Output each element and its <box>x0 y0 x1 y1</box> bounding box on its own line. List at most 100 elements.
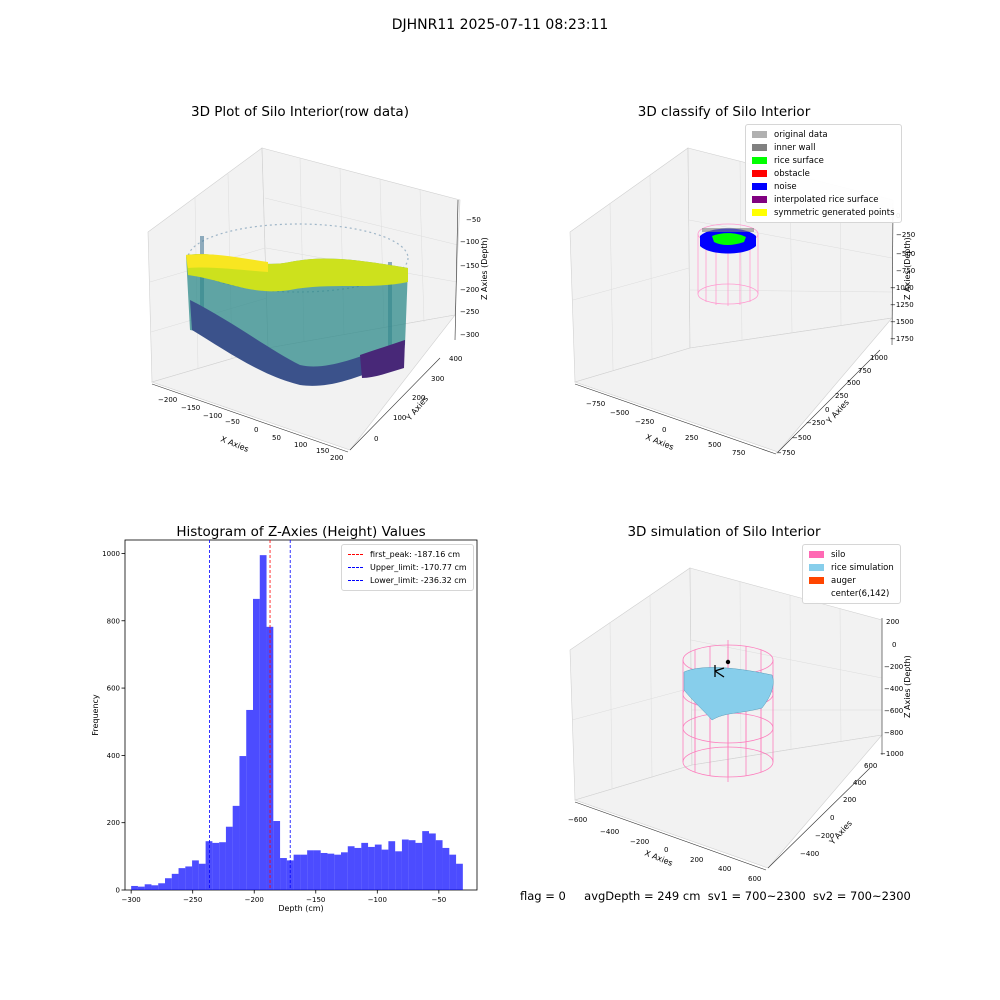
histogram-bar <box>415 842 423 890</box>
sim-xtick: −600 <box>568 816 587 824</box>
histogram-bar <box>300 854 308 890</box>
classify-ytick: 500 <box>847 379 860 387</box>
sim-xtick: −400 <box>600 828 619 836</box>
histogram-y-axis-label: Frequency <box>91 694 100 736</box>
histogram-bar <box>313 850 321 890</box>
legend-entry-rice-simulation: rice simulation <box>809 561 894 574</box>
histogram-bar <box>320 852 328 890</box>
histogram-bar <box>280 858 287 890</box>
raw-xtick: −50 <box>225 418 240 426</box>
sim-ztick: 200 <box>886 618 899 626</box>
histogram-bar <box>422 831 429 890</box>
sim-ztick: −1000 <box>880 750 904 758</box>
histogram-bar <box>429 833 436 890</box>
raw-ztick: −150 <box>460 262 479 270</box>
sim-xtick: 600 <box>748 875 761 883</box>
legend-line-swatch <box>348 567 363 568</box>
histogram-bar <box>334 854 341 890</box>
histogram-y-ticks: 0 200 400 600 800 1000 <box>102 550 125 895</box>
legend-swatch <box>752 196 767 203</box>
legend-label: symmetric generated points <box>774 207 895 218</box>
classify-xtick: 750 <box>732 449 745 457</box>
legend-label: inner wall <box>774 142 816 153</box>
histogram-bar <box>347 846 355 890</box>
y-tick-label: 1000 <box>102 550 120 558</box>
x-tick-label: −50 <box>431 896 446 904</box>
legend-entry-auger: auger <box>809 574 894 587</box>
legend-entry-noise: noise <box>752 180 895 193</box>
y-tick-label: 0 <box>116 887 120 895</box>
status-sv1: sv1 = 700~2300 <box>707 889 806 903</box>
classify-xtick: −250 <box>635 418 654 426</box>
histogram-bar <box>253 598 260 890</box>
histogram-bar <box>158 883 165 890</box>
sim-xtick: 200 <box>690 856 703 864</box>
y-tick-label: 600 <box>107 685 120 693</box>
histogram-title: Histogram of Z-Axies (Height) Values <box>176 524 426 540</box>
histogram-bar <box>239 756 247 890</box>
histogram-bar <box>354 847 362 890</box>
legend-swatch <box>752 170 767 177</box>
legend-swatch <box>809 577 824 584</box>
legend-label: rice surface <box>774 155 824 166</box>
histogram-x-axis-label: Depth (cm) <box>278 904 323 913</box>
sim-ytick: 600 <box>864 762 877 770</box>
histogram-chart: −300 −250 −200 −150 −100 −50 0 200 400 600 800 100… <box>91 539 478 913</box>
histogram-bar <box>442 847 450 890</box>
histogram-bar <box>327 853 335 890</box>
histogram-bar <box>225 826 233 890</box>
legend-entry-first-peak: first_peak: -187.16 cm <box>348 548 467 561</box>
legend-entry-symmetric-generated-points: symmetric generated points <box>752 206 895 219</box>
legend-swatch <box>809 590 824 597</box>
legend-label: center(6,142) <box>831 588 890 599</box>
classify-ytick: 1000 <box>870 354 888 362</box>
classify-ytick: 250 <box>835 392 848 400</box>
legend-label: Upper_limit: -170.77 cm <box>370 563 467 572</box>
histogram-bar <box>381 849 389 890</box>
histogram-bar <box>307 850 314 890</box>
sim-z-axis-label: Z Axies (Depth) <box>903 655 912 718</box>
histogram-bar <box>435 840 443 890</box>
classify-xtick: −750 <box>586 400 605 408</box>
raw-xtick: 100 <box>294 441 307 449</box>
raw-xtick: −100 <box>203 412 222 420</box>
simulation-plot-title: 3D simulation of Silo Interior <box>627 524 821 540</box>
histogram-bar <box>259 555 267 890</box>
histogram-bar <box>212 842 220 890</box>
legend-entry-interpolated-rice-surface: interpolated rice surface <box>752 193 895 206</box>
sim-ztick: −800 <box>884 729 903 737</box>
raw-ztick: −250 <box>460 308 479 316</box>
raw-ytick: 400 <box>449 355 462 363</box>
legend-label: obstacle <box>774 168 810 179</box>
histogram-bar <box>449 854 457 890</box>
classify-ytick: −500 <box>792 434 811 442</box>
histogram-bar <box>192 860 199 890</box>
histogram-bar <box>144 884 152 890</box>
classify-ytick: 0 <box>825 406 829 414</box>
status-sv2: sv2 = 700~2300 <box>812 889 911 903</box>
figure-title: DJHNR11 2025-07-11 08:23:11 <box>391 17 609 33</box>
classify-ytick: −750 <box>776 449 795 457</box>
histogram-plot-area <box>124 539 478 891</box>
histogram-bar <box>232 805 240 890</box>
classify-ztick: −750 <box>896 267 915 275</box>
legend-swatch <box>809 551 824 558</box>
sim-ytick: 400 <box>853 779 866 787</box>
classify-x-axis-label: X Axies <box>644 433 675 452</box>
classify-ztick: −1500 <box>890 318 914 326</box>
sim-ytick: 0 <box>830 814 834 822</box>
raw-xtick: −150 <box>181 404 200 412</box>
simulation-legend: silo rice simulation auger center(6,142) <box>802 544 901 604</box>
sim-ytick: −200 <box>815 832 834 840</box>
legend-entry-center: center(6,142) <box>809 587 894 600</box>
legend-label: auger <box>831 575 856 586</box>
legend-entry-silo: silo <box>809 548 894 561</box>
histogram-bar <box>131 885 138 890</box>
sim-xtick: −200 <box>630 838 649 846</box>
histogram-bar <box>388 841 396 890</box>
histogram-bar <box>198 863 206 890</box>
x-tick-label: −100 <box>368 896 387 904</box>
classify-xtick: 500 <box>708 441 721 449</box>
legend-entry-lower-limit: Lower_limit: -236.32 cm <box>348 574 467 587</box>
classify-z-axis-label: Z Axies (Depth) <box>903 237 912 300</box>
